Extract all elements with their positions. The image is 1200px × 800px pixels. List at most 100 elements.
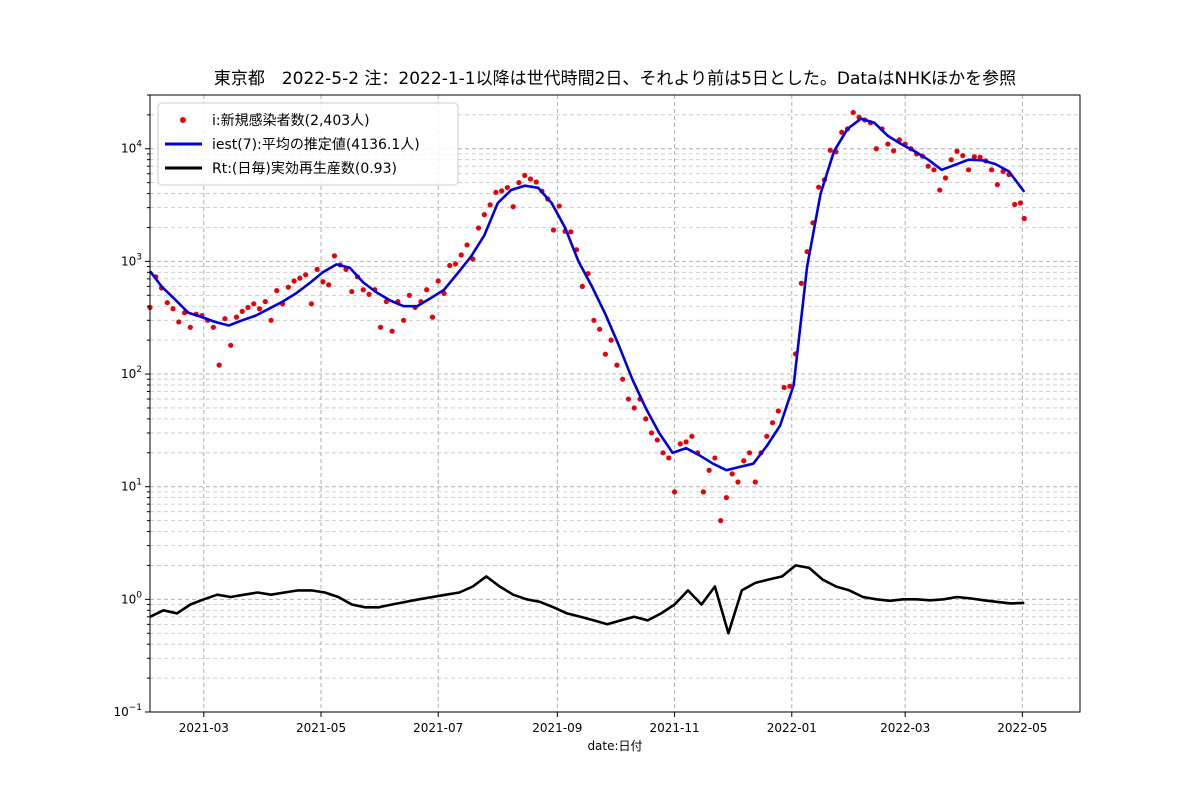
case-point bbox=[937, 187, 943, 193]
case-point bbox=[660, 450, 666, 456]
x-tick-label: 2021-11 bbox=[649, 721, 699, 735]
case-point bbox=[648, 430, 655, 436]
legend-marker-cases bbox=[180, 117, 186, 123]
case-point bbox=[1021, 215, 1027, 222]
case-point bbox=[787, 383, 793, 389]
line-layer bbox=[148, 117, 1026, 635]
case-point bbox=[510, 204, 516, 210]
case-point bbox=[447, 262, 453, 269]
x-tick-label: 2021-03 bbox=[179, 721, 229, 735]
case-point bbox=[931, 167, 937, 173]
case-point bbox=[458, 252, 464, 258]
case-point bbox=[752, 479, 758, 485]
case-point bbox=[406, 292, 413, 298]
x-tick-label: 2021-05 bbox=[296, 721, 346, 735]
x-tick-label: 2022-03 bbox=[880, 721, 930, 735]
case-point bbox=[971, 154, 977, 160]
case-point bbox=[960, 152, 966, 159]
case-point bbox=[222, 316, 228, 322]
case-point bbox=[925, 163, 931, 169]
case-point bbox=[435, 278, 441, 284]
x-tick-label: 2022-01 bbox=[767, 721, 817, 735]
case-point bbox=[718, 518, 724, 524]
case-point bbox=[769, 420, 776, 426]
y-tick-label: 102 bbox=[121, 365, 142, 381]
case-point bbox=[942, 175, 949, 181]
case-point bbox=[291, 278, 297, 284]
y-tick-label: 100 bbox=[121, 590, 142, 606]
case-point bbox=[683, 439, 689, 445]
case-point bbox=[210, 324, 217, 330]
legend-label: iest(7):平均の推定値(4136.1人) bbox=[212, 137, 420, 153]
legend-label: i:新規感染者数(2,403人) bbox=[212, 112, 370, 129]
case-point bbox=[424, 287, 430, 293]
rt-line bbox=[149, 564, 1025, 635]
plot-frame bbox=[149, 94, 1081, 713]
case-point bbox=[262, 298, 268, 305]
case-point bbox=[308, 301, 315, 307]
case-point bbox=[775, 408, 781, 414]
case-point bbox=[487, 202, 493, 208]
x-tick-label: 2021-09 bbox=[532, 721, 582, 735]
case-point bbox=[608, 337, 614, 343]
y-tick-label: 101 bbox=[121, 478, 142, 494]
case-point bbox=[746, 450, 753, 456]
case-point bbox=[977, 154, 983, 160]
case-point bbox=[764, 433, 770, 439]
case-point bbox=[326, 282, 332, 288]
case-point bbox=[233, 314, 240, 320]
case-point bbox=[1017, 200, 1024, 206]
case-point bbox=[965, 167, 972, 173]
case-point bbox=[602, 351, 608, 357]
x-tick-label: 2022-05 bbox=[997, 721, 1047, 735]
case-point bbox=[245, 304, 251, 311]
case-point bbox=[1012, 201, 1018, 208]
case-point bbox=[706, 467, 712, 473]
case-point bbox=[360, 287, 366, 293]
case-point bbox=[464, 242, 470, 248]
case-point bbox=[516, 180, 522, 186]
case-point bbox=[187, 324, 193, 330]
case-point bbox=[170, 306, 176, 312]
case-point bbox=[677, 441, 683, 447]
case-point bbox=[297, 275, 303, 281]
x-axis-label: date:日付 bbox=[587, 739, 642, 753]
case-point bbox=[689, 433, 695, 439]
case-point bbox=[735, 479, 741, 485]
case-point bbox=[377, 324, 384, 330]
case-point bbox=[597, 326, 603, 332]
case-point bbox=[550, 227, 557, 233]
case-point bbox=[228, 342, 234, 348]
y-tick-label: 10−1 bbox=[113, 703, 142, 719]
case-point bbox=[239, 308, 245, 314]
case-point bbox=[268, 317, 274, 323]
case-point bbox=[389, 328, 395, 334]
case-point bbox=[712, 455, 718, 461]
case-point bbox=[816, 184, 822, 190]
case-point bbox=[274, 288, 280, 294]
tick-layer: 10−1 100 101 102 103 104 2021-03 2021-05 2021-07… bbox=[113, 94, 1047, 735]
grid-layer bbox=[150, 94, 1080, 713]
y-tick-label: 103 bbox=[121, 252, 142, 268]
case-point bbox=[568, 229, 574, 235]
case-point bbox=[522, 172, 528, 178]
case-point bbox=[556, 203, 562, 209]
case-point bbox=[827, 147, 833, 153]
x-tick-label: 2021-07 bbox=[413, 721, 463, 735]
case-point bbox=[798, 280, 804, 286]
case-point bbox=[176, 319, 182, 325]
case-point bbox=[251, 301, 257, 307]
case-point bbox=[303, 272, 309, 278]
case-point bbox=[643, 416, 649, 422]
case-point bbox=[331, 253, 338, 259]
case-point bbox=[579, 283, 585, 289]
case-point bbox=[256, 306, 263, 312]
case-point bbox=[620, 376, 626, 382]
case-point bbox=[781, 384, 787, 391]
case-point bbox=[591, 317, 597, 323]
case-point bbox=[366, 291, 372, 297]
case-point bbox=[671, 489, 678, 495]
case-point bbox=[216, 362, 222, 368]
case-point bbox=[729, 471, 735, 477]
case-point bbox=[723, 495, 730, 501]
